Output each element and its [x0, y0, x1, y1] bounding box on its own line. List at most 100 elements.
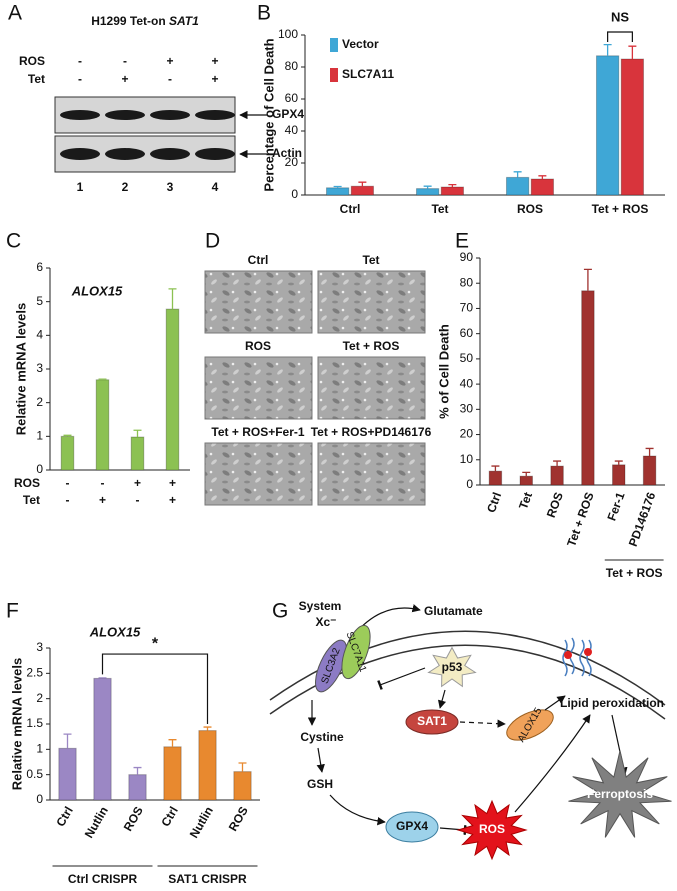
lipid-complex — [562, 637, 592, 677]
legend-label: Vector — [342, 37, 379, 51]
band — [105, 110, 145, 120]
y-tick-label: 1 — [36, 742, 43, 756]
error-bar — [628, 45, 637, 59]
p53-node — [427, 646, 477, 688]
panel-label: B — [257, 2, 271, 25]
micrograph-label: Tet — [362, 253, 379, 267]
bar — [165, 308, 180, 471]
bar — [505, 176, 530, 196]
y-tick-label: 80 — [285, 59, 299, 73]
bar — [550, 465, 564, 486]
x-tick-label: Ctrl — [158, 804, 180, 829]
chart-title: ALOX15 — [71, 283, 123, 298]
alox15-node — [506, 709, 554, 741]
star-shape — [568, 750, 672, 838]
bracket — [101, 653, 209, 724]
lane-number: 3 — [167, 180, 174, 194]
micrograph — [317, 270, 426, 334]
error-bar — [614, 460, 623, 465]
annotation: * — [152, 635, 159, 652]
bar — [415, 188, 440, 196]
oxidation-dot — [584, 648, 592, 656]
diagram-label: Xc⁻ — [315, 615, 336, 629]
condition-sign: - — [168, 72, 172, 86]
y-tick-label: 4 — [36, 328, 43, 342]
condition-sign: + — [211, 54, 218, 68]
condition-sign: - — [136, 493, 140, 507]
bar — [530, 178, 555, 196]
diagram-label: Cystine — [300, 730, 344, 744]
gpx4-node — [385, 811, 439, 843]
y-axis-label: % of Cell Death — [436, 324, 451, 419]
lane-number: 2 — [122, 180, 129, 194]
western-blot: GPX4 Actin — [54, 96, 304, 173]
x-tick-label: PD146176 — [626, 490, 659, 548]
x-tick-label: Nutlin — [82, 804, 111, 840]
micrograph-label: Tet + ROS+Fer-1 — [211, 425, 304, 439]
x-tick-label: Ctrl — [340, 202, 361, 216]
y-tick-label: 90 — [460, 250, 474, 264]
bar — [93, 677, 112, 801]
bar — [581, 290, 595, 486]
arrow — [514, 714, 591, 813]
arrow — [316, 747, 325, 773]
x-tick-label: ROS — [517, 202, 543, 216]
condition-sign: - — [78, 72, 82, 86]
micrograph — [204, 270, 313, 334]
y-tick-label: 2 — [36, 395, 43, 409]
micrograph-label: ROS — [245, 339, 271, 353]
band — [150, 148, 190, 160]
panel-label: D — [205, 230, 220, 253]
diagram-label: SAT1 — [417, 714, 447, 728]
micrograph — [204, 356, 313, 420]
error-bar — [513, 171, 522, 178]
condition-sign: + — [166, 54, 173, 68]
arrow — [329, 794, 386, 826]
error-bar — [98, 677, 107, 679]
band-label: Actin — [272, 146, 302, 160]
x-tick-label: Tet + ROS — [564, 490, 597, 548]
ros-node — [456, 799, 528, 861]
error-bar — [333, 185, 342, 188]
y-tick-label: 80 — [460, 275, 474, 289]
y-tick-label: 1.5 — [26, 716, 43, 730]
condition-sign: + — [169, 493, 176, 507]
y-tick-label: 2 — [36, 691, 43, 705]
x-tick-label: Ctrl — [53, 804, 75, 829]
group-label: Tet + ROS — [606, 566, 663, 580]
band — [60, 148, 100, 160]
inhibition — [377, 667, 426, 690]
pathway-diagram: Glutamate System Xc⁻ SLC3A2 SLC7A11 Cyst… — [269, 599, 672, 861]
micrographs: Ctrl Tet ROS Tet + ROS Tet + ROS+Fer-1 Tet + … — [204, 253, 432, 506]
error-bar — [203, 726, 212, 731]
y-axis-label: Relative mRNA levels — [9, 658, 24, 790]
diagram-label: Lipid peroxidation — [560, 696, 664, 710]
arrow — [459, 719, 506, 728]
error-bar — [168, 739, 177, 747]
bar — [58, 747, 77, 801]
x-tick-label: Tet — [516, 490, 535, 511]
blot-title-text: H1299 Tet-on — [91, 14, 165, 28]
y-tick-label: 10 — [460, 452, 474, 466]
error-bar — [133, 429, 142, 438]
bar — [519, 475, 533, 486]
group-label: Ctrl CRISPR — [68, 872, 138, 886]
oxidation-dot — [564, 651, 572, 659]
bar — [130, 436, 145, 471]
y-tick-label: 70 — [460, 301, 474, 315]
y-tick-label: 1 — [36, 429, 43, 443]
chart-title: ALOX15 — [89, 624, 141, 639]
y-tick-label: 100 — [278, 27, 298, 41]
star-shape — [456, 799, 528, 861]
error-bar — [538, 175, 547, 179]
micrograph-label: Ctrl — [248, 253, 269, 267]
error-bar — [491, 465, 500, 472]
micrograph — [317, 356, 426, 420]
condition-sign: + — [121, 72, 128, 86]
slc7a11-protein — [341, 624, 371, 680]
x-tick-label: Ctrl — [484, 490, 504, 514]
y-tick-label: 60 — [285, 91, 299, 105]
condition-sign: - — [101, 476, 105, 490]
bar — [612, 464, 626, 486]
